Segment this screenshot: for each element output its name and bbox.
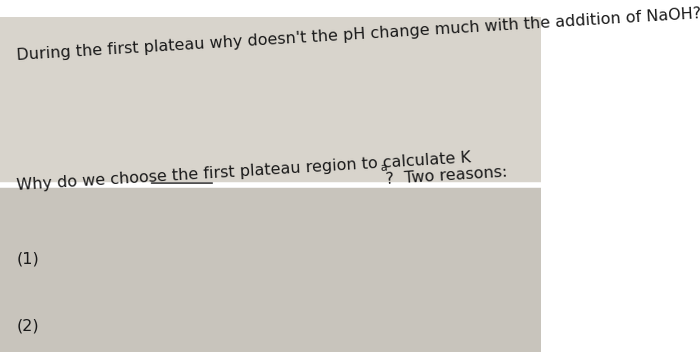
Text: (2): (2): [16, 319, 38, 334]
FancyBboxPatch shape: [0, 18, 540, 185]
Text: a: a: [379, 163, 387, 173]
Text: During the first plateau why doesn't the pH change much with the addition of NaO: During the first plateau why doesn't the…: [16, 6, 700, 63]
FancyBboxPatch shape: [0, 185, 540, 352]
Text: ?  Two reasons:: ? Two reasons:: [386, 165, 508, 187]
Text: Why do we choose the first plateau region to calculate K: Why do we choose the first plateau regio…: [16, 150, 472, 193]
Text: (1): (1): [16, 252, 39, 267]
